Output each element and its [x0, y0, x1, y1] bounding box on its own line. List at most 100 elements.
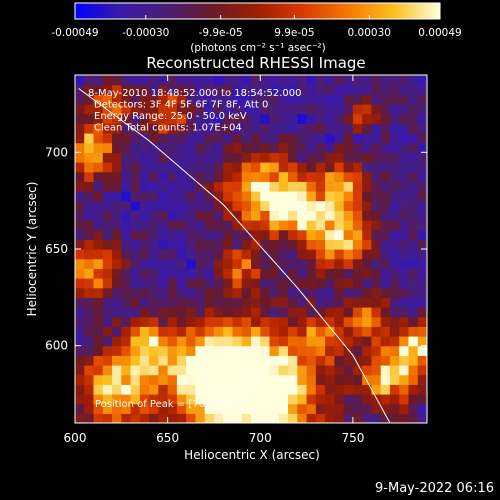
heatmap-cell — [93, 297, 104, 308]
heatmap-cell — [380, 297, 391, 308]
heatmap-cell — [93, 278, 104, 289]
heatmap-cell — [102, 365, 113, 376]
heatmap-cell — [306, 229, 317, 240]
heatmap-cell — [260, 413, 271, 423]
heatmap-cell — [204, 345, 215, 356]
heatmap-cell — [251, 171, 261, 182]
heatmap-cell — [315, 94, 326, 105]
heatmap-cell — [278, 249, 289, 260]
heatmap-cell — [389, 171, 400, 182]
heatmap-cell — [408, 133, 419, 144]
heatmap-cell — [186, 297, 197, 308]
heatmap-cell — [380, 374, 391, 385]
heatmap-cell — [130, 171, 141, 182]
heatmap-cell — [112, 307, 122, 318]
heatmap-cell — [186, 191, 197, 202]
heatmap-cell — [362, 210, 373, 221]
heatmap-cell — [325, 345, 335, 356]
heatmap-cell — [288, 316, 298, 327]
heatmap-cell — [269, 123, 280, 134]
heatmap-cell — [93, 374, 104, 385]
heatmap-cell — [315, 171, 326, 182]
heatmap-cell — [84, 374, 95, 385]
heatmap-cell — [149, 413, 159, 423]
heatmap-cell — [102, 278, 113, 289]
heatmap-cell — [371, 200, 382, 211]
heatmap-cell — [223, 229, 234, 240]
heatmap-cell — [84, 258, 95, 269]
heatmap-cell — [306, 394, 317, 405]
heatmap-cell — [352, 278, 363, 289]
heatmap-cell — [362, 413, 373, 423]
heatmap-cell — [399, 249, 410, 260]
heatmap-cell — [260, 191, 271, 202]
heatmap-cell — [251, 297, 261, 308]
heatmap-cell — [84, 94, 95, 105]
heatmap-cell — [334, 316, 345, 327]
heatmap-cell — [297, 365, 308, 376]
heatmap-cell — [204, 384, 215, 395]
heatmap-cell — [84, 307, 95, 318]
heatmap-cell — [121, 278, 132, 289]
heatmap-cell — [241, 268, 252, 279]
heatmap-cell — [362, 307, 373, 318]
heatmap-cell — [325, 384, 335, 395]
heatmap-cell — [297, 229, 308, 240]
heatmap-cell — [325, 336, 335, 347]
heatmap-cell — [232, 210, 243, 221]
heatmap-cell — [417, 142, 427, 153]
heatmap-cell — [352, 384, 363, 395]
heatmap-cell — [371, 307, 382, 318]
heatmap-cell — [389, 200, 400, 211]
heatmap-cell — [251, 142, 261, 153]
heatmap-cell — [408, 297, 419, 308]
heatmap-cell — [130, 152, 141, 163]
heatmap-cell — [399, 220, 410, 231]
heatmap-cell — [306, 142, 317, 153]
heatmap-cell — [167, 239, 178, 250]
heatmap-cell — [213, 220, 224, 231]
heatmap-cell — [213, 413, 224, 423]
heatmap-cell — [176, 287, 187, 298]
heatmap-cell — [251, 307, 261, 318]
heatmap-cell — [408, 229, 419, 240]
heatmap-cell — [325, 142, 335, 153]
heatmap-cell — [325, 75, 335, 86]
heatmap-cell — [75, 307, 85, 318]
heatmap-cell — [269, 94, 280, 105]
heatmap-cell — [251, 200, 261, 211]
heatmap-cell — [158, 316, 169, 327]
heatmap-cell — [93, 162, 104, 173]
heatmap-cell — [417, 394, 427, 405]
heatmap-cell — [343, 113, 354, 124]
heatmap-cell — [362, 113, 373, 124]
heatmap-cell — [371, 210, 382, 221]
heatmap-cell — [204, 394, 215, 405]
heatmap-cell — [130, 307, 141, 318]
heatmap-cell — [213, 268, 224, 279]
heatmap-cell — [167, 413, 178, 423]
heatmap-cell — [417, 336, 427, 347]
heatmap-cell — [325, 365, 335, 376]
heatmap-cell — [417, 94, 427, 105]
heatmap-cell — [389, 249, 400, 260]
heatmap-cell — [380, 384, 391, 395]
heatmap-cell — [269, 181, 280, 192]
heatmap-cell — [84, 104, 95, 115]
heatmap-cell — [213, 326, 224, 337]
heatmap-cell — [278, 268, 289, 279]
heatmap-cell — [260, 326, 271, 337]
heatmap-cell — [93, 75, 104, 86]
heatmap-cell — [93, 316, 104, 327]
heatmap-cell — [325, 297, 335, 308]
heatmap-cell — [84, 297, 95, 308]
heatmap-cell — [241, 316, 252, 327]
heatmap-cell — [176, 162, 187, 173]
heatmap-cell — [84, 394, 95, 405]
heatmap-cell — [84, 336, 95, 347]
heatmap-cell — [167, 355, 178, 366]
heatmap-cell — [288, 365, 298, 376]
heatmap-cell — [343, 133, 354, 144]
heatmap-cell — [186, 345, 197, 356]
heatmap-cell — [195, 374, 206, 385]
